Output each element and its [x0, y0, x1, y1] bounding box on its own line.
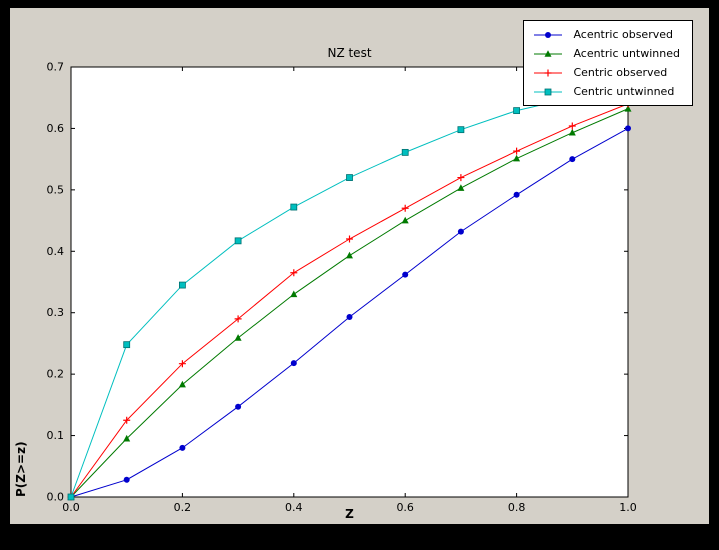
y-axis-label: P(Z>=z) — [14, 441, 28, 497]
figure-background: 0.0 0.2 0.4 0.6 0.8 1.0 0.0 0.1 0.2 0.3 0.4 0.5 0.6 0… — [10, 8, 709, 524]
svg-text:0.4: 0.4 — [47, 245, 65, 258]
legend-item-centric-observed: Centric observed — [532, 64, 680, 81]
svg-text:0.8: 0.8 — [508, 501, 526, 514]
svg-text:0.0: 0.0 — [62, 501, 80, 514]
chart-canvas: 0.0 0.2 0.4 0.6 0.8 1.0 0.0 0.1 0.2 0.3 0.4 0.5 0.6 0… — [47, 61, 637, 515]
legend-item-centric-untwinned: Centric untwinned — [532, 83, 680, 100]
svg-text:0.4: 0.4 — [285, 501, 303, 514]
legend-item-acentric-untwinned: Acentric untwinned — [532, 45, 680, 62]
svg-text:0.2: 0.2 — [174, 501, 192, 514]
svg-text:1.0: 1.0 — [619, 501, 637, 514]
legend-swatch-acentric-untwinned — [534, 49, 563, 57]
svg-text:0.0: 0.0 — [47, 491, 65, 504]
svg-text:0.6: 0.6 — [47, 122, 65, 135]
svg-text:0.7: 0.7 — [47, 61, 65, 74]
svg-text:0.1: 0.1 — [47, 429, 65, 442]
legend: Acentric observed Acentric untwinned Cen… — [523, 20, 693, 106]
x-axis-label: Z — [345, 507, 354, 521]
legend-label-acentric-observed: Acentric observed — [573, 28, 673, 41]
chart-title: NZ test — [327, 46, 372, 60]
legend-swatch-acentric-observed — [534, 31, 563, 38]
svg-text:0.6: 0.6 — [396, 501, 414, 514]
svg-text:0.3: 0.3 — [47, 306, 65, 319]
legend-swatch-centric-untwinned — [534, 88, 563, 95]
svg-text:0.5: 0.5 — [47, 183, 65, 196]
legend-label-acentric-untwinned: Acentric untwinned — [573, 47, 680, 60]
legend-label-centric-untwinned: Centric untwinned — [573, 85, 675, 98]
legend-item-acentric-observed: Acentric observed — [532, 26, 680, 43]
legend-swatch-centric-observed — [534, 69, 563, 76]
legend-label-centric-observed: Centric observed — [573, 66, 668, 79]
svg-text:0.2: 0.2 — [47, 368, 65, 381]
